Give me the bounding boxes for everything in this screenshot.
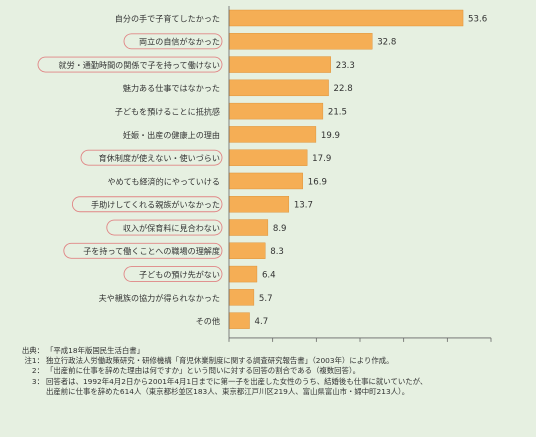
bar (228, 265, 258, 283)
note-3-text: 回答者は、1992年4月2日から2001年4月1日までに第一子を出産した女性のう… (46, 376, 428, 386)
category-label: 育休制度が使えない・使いづらい (99, 153, 220, 163)
value-label: 4.7 (255, 317, 269, 327)
category-highlight (123, 266, 223, 283)
category-highlight (63, 242, 223, 259)
category-highlight (123, 33, 223, 50)
bar-chart: 自分の手で子育てしたかった 53.6 両立の自信がなかった 32.8 就労・通勤時間の関… (37, 6, 496, 345)
category-label: 就労・通勤時間の関係で子を持って働けない (59, 60, 220, 70)
value-label: 21.5 (328, 108, 347, 118)
bar (228, 126, 317, 143)
category-label: 夫や親族の協力が得られなかった (99, 293, 220, 303)
bar (228, 33, 373, 50)
category-highlight (106, 219, 223, 236)
chart-area: 自分の手で子育てしたかった 53.6 両立の自信がなかった 32.8 就労・通勤時間の関… (37, 6, 496, 345)
bar (228, 79, 329, 97)
value-label: 8.9 (273, 224, 287, 234)
bar (228, 196, 290, 213)
value-label: 5.7 (259, 294, 273, 304)
note-2: 2： 「出産前に仕事を辞めた理由は何ですか」という問いに対する回答の割合である（複… (6, 366, 534, 376)
bar (228, 289, 255, 306)
note-2-text: 「出産前に仕事を辞めた理由は何ですか」という問いに対する回答の割合である（複数回… (46, 366, 361, 376)
note-1: 注1： 独立行政法人労働政策研究・研修機構「育児休業制度に関する調査研究報告書」（… (6, 356, 534, 366)
value-label: 53.6 (468, 14, 487, 24)
category-label: やめても経済的にやっていける (107, 176, 220, 186)
value-label: 22.8 (334, 84, 353, 94)
category-label: 妊娠・出産の健康上の理由 (123, 130, 220, 140)
notes: 出典： 「平成18年版国民生活白書」 注1： 独立行政法人労働政策研究・研修機構「育… (6, 346, 534, 397)
note-3: 3： 回答者は、1992年4月2日から2001年4月1日までに第一子を出産した女性… (6, 377, 534, 387)
bar (228, 149, 308, 166)
bar (228, 219, 269, 236)
note-3-label: 3： (31, 376, 44, 386)
value-label: 13.7 (294, 201, 313, 211)
category-highlight (37, 56, 223, 73)
bar (228, 242, 266, 260)
bar (228, 172, 303, 190)
category-label: その他 (196, 316, 220, 326)
bar (228, 56, 331, 73)
note-1-label: 注1： (24, 356, 44, 366)
category-label: 魅力ある仕事ではなかった (123, 83, 220, 93)
category-label: 子どもの預け先がない (139, 269, 220, 279)
value-label: 17.9 (312, 154, 331, 164)
value-label: 6.4 (262, 270, 276, 280)
category-label: 子どもを預けることに抵抗感 (115, 107, 220, 117)
category-label: 子を持って働くことへの職場の理解度 (83, 246, 220, 256)
bar (228, 312, 250, 329)
note-1-text: 独立行政法人労働政策研究・研修機構「育児休業制度に関する調査研究報告書」（200… (46, 356, 394, 366)
value-label: 19.9 (321, 131, 340, 141)
bar (228, 9, 464, 27)
category-label: 手助けしてくれる親族がいなかった (91, 200, 220, 210)
source-line: 出典： 「平成18年版国民生活白書」 (6, 346, 534, 356)
value-label: 16.9 (308, 177, 327, 187)
category-label: 収入が保育料に見合わない (123, 223, 220, 233)
category-label: 両立の自信がなかった (139, 37, 220, 47)
note-3-continued: 出産前に仕事を辞めた614人（東京都杉並区183人、東京都江戸川区219人、富山… (46, 386, 410, 396)
value-label: 8.3 (270, 247, 284, 257)
value-label: 32.8 (377, 38, 396, 48)
category-highlight (71, 196, 223, 213)
source-text: 「平成18年版国民生活白書」 (46, 346, 145, 355)
source-label: 出典： (21, 346, 44, 355)
note-2-label: 2： (31, 366, 44, 376)
category-label: 自分の手で子育てしたかった (115, 13, 220, 23)
value-label: 23.3 (336, 61, 355, 71)
category-highlight (80, 149, 223, 166)
bar (228, 102, 324, 120)
